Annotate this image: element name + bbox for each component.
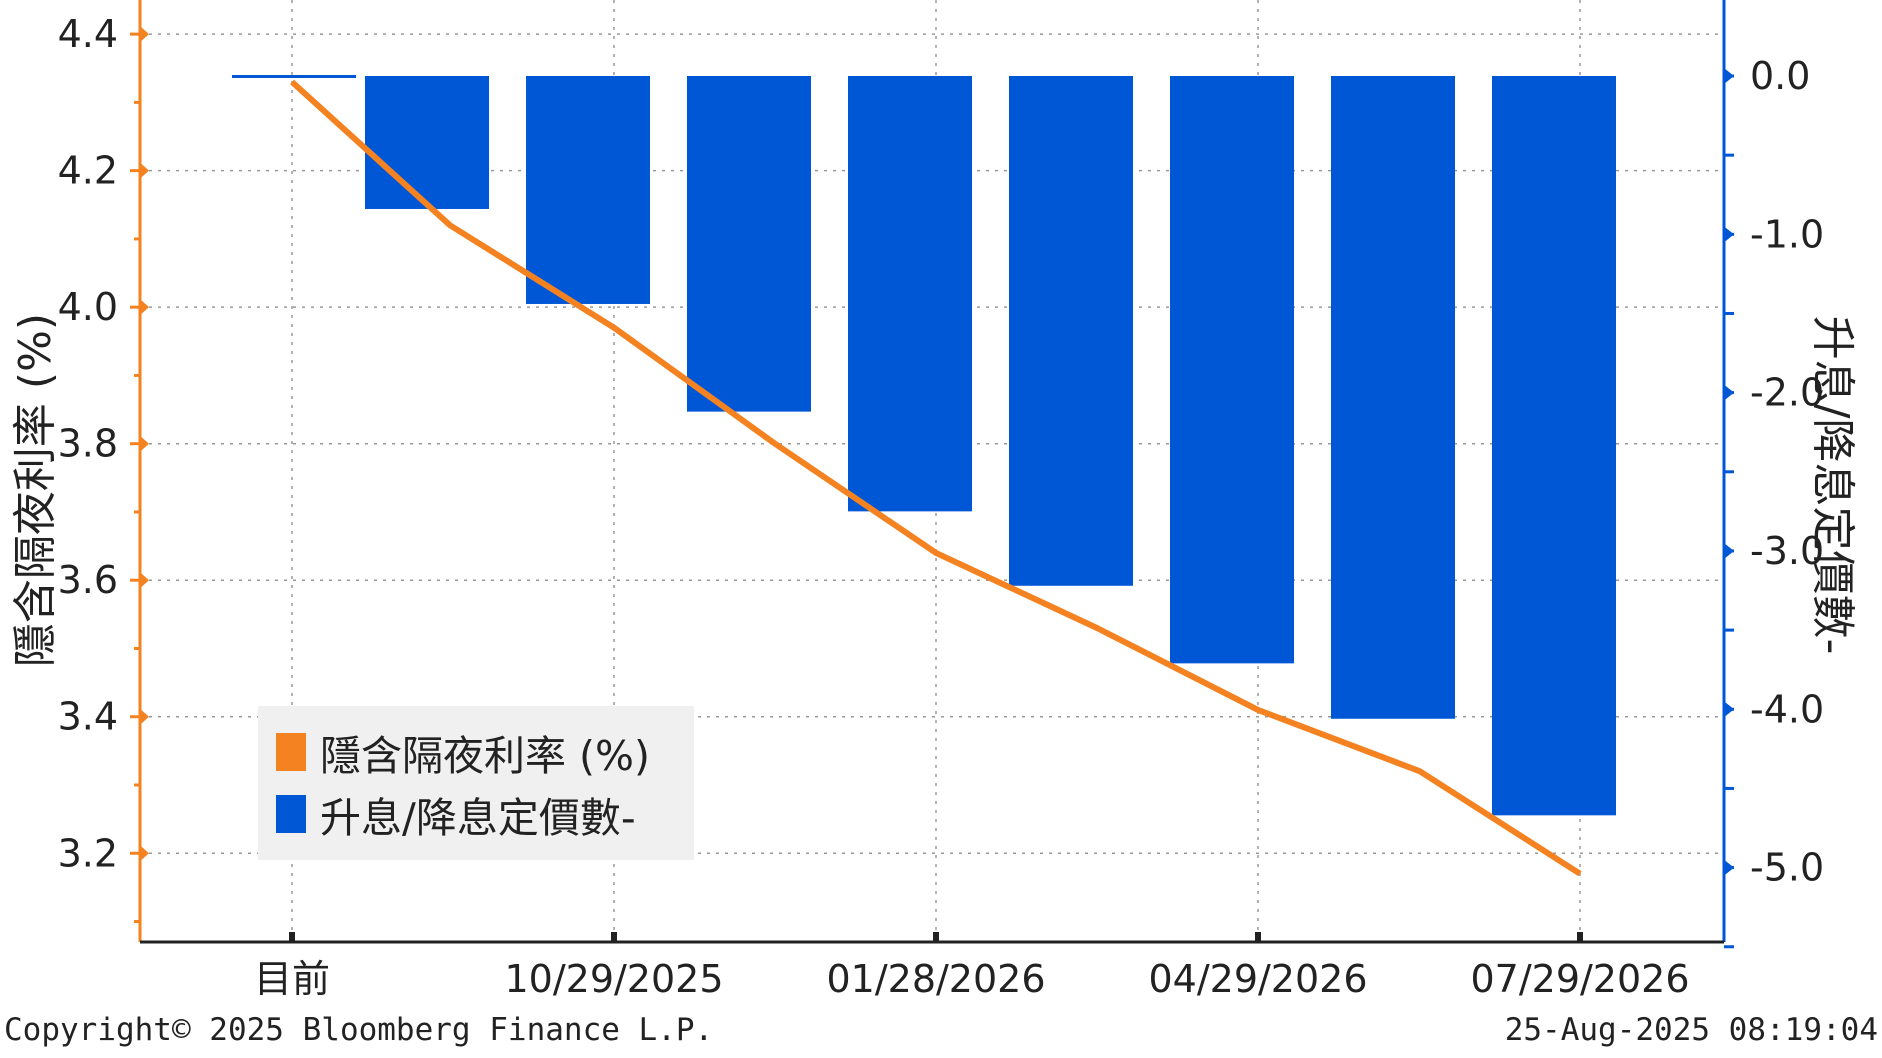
left-tick-label: 3.8 — [58, 422, 118, 466]
right-tick-label: 0.0 — [1750, 54, 1810, 98]
left-tick-label: 4.2 — [58, 149, 118, 193]
left-tick-arrow — [140, 708, 149, 725]
left-tick-arrow — [140, 435, 149, 452]
copyright-text: Copyright© 2025 Bloomberg Finance L.P. — [4, 1012, 714, 1048]
right-tick-arrow — [1724, 67, 1734, 84]
bar — [848, 75, 972, 512]
right-tick-arrow — [1724, 542, 1734, 559]
bar — [687, 75, 811, 412]
x-tick-label: 目前 — [254, 957, 330, 1001]
left-tick-label: 3.4 — [58, 695, 118, 739]
legend-swatch-bar — [276, 795, 306, 833]
right-tick-label: -4.0 — [1750, 687, 1824, 731]
axis-labels: 3.2 3.4 3.6 3.8 4.0 4.2 4.4 0.0 -1.0 -2.0 -3.0 -4.0… — [10, 12, 1858, 1001]
right-tick-label: -3.0 — [1750, 529, 1824, 573]
left-tick-label: 3.2 — [58, 831, 118, 875]
bar — [1331, 75, 1455, 719]
x-tick — [611, 932, 617, 942]
x-tick-label: 01/28/2026 — [826, 957, 1045, 1001]
legend-label-bar: 升息/降息定價數- — [320, 794, 636, 842]
x-tick-label: 04/29/2026 — [1148, 957, 1367, 1001]
bar-series — [232, 74, 1616, 816]
bar — [232, 74, 356, 78]
legend-label-line: 隱含隔夜利率 (%) — [320, 732, 650, 780]
x-tick-label: 07/29/2026 — [1470, 957, 1689, 1001]
right-tick-label: -1.0 — [1750, 212, 1824, 256]
legend-item-line: 隱含隔夜利率 (%) — [276, 724, 650, 780]
bar — [365, 75, 489, 209]
right-tick-arrow — [1724, 701, 1734, 718]
x-tick-label: 10/29/2025 — [504, 957, 723, 1001]
right-tick-arrow — [1724, 226, 1734, 243]
left-tick-label: 4.0 — [58, 285, 118, 329]
right-tick-label: -5.0 — [1750, 846, 1824, 890]
right-tick-arrow — [1724, 384, 1734, 401]
left-tick-arrow — [140, 299, 149, 316]
bar — [1009, 75, 1133, 586]
left-tick-label: 4.4 — [58, 12, 118, 56]
legend-swatch-line — [276, 733, 306, 771]
legend: 隱含隔夜利率 (%) 升息/降息定價數- — [258, 706, 694, 860]
right-tick-arrow — [1724, 859, 1734, 876]
bar — [1170, 75, 1294, 664]
axes — [130, 0, 1734, 949]
right-tick-label: -2.0 — [1750, 371, 1824, 415]
left-tick-arrow — [140, 845, 149, 862]
left-axis-title: 隱含隔夜利率 (%) — [10, 313, 61, 667]
left-tick-arrow — [140, 572, 149, 589]
x-tick — [1577, 932, 1583, 942]
legend-item-bar: 升息/降息定價數- — [276, 786, 636, 842]
right-axis-title: 升息/降息定價數- — [1807, 316, 1858, 655]
left-tick-arrow — [140, 26, 149, 43]
line-series — [289, 79, 1582, 877]
x-tick — [289, 932, 295, 942]
left-tick-label: 3.6 — [58, 558, 118, 602]
timestamp-text: 25-Aug-2025 08:19:04 — [1504, 1012, 1878, 1048]
bar — [1492, 75, 1616, 816]
bar — [526, 75, 650, 304]
x-tick — [1255, 932, 1261, 942]
x-tick — [933, 932, 939, 942]
left-tick-arrow — [140, 162, 149, 179]
